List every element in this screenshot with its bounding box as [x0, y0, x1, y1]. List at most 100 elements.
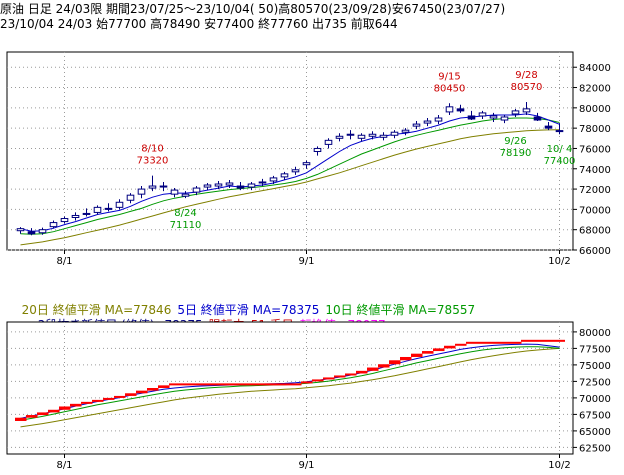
candle-body — [258, 181, 267, 184]
y-tick-label: 62500 — [579, 443, 611, 454]
candle-body — [247, 183, 256, 188]
candle-body — [456, 108, 465, 112]
break-brick — [136, 390, 148, 394]
y-tick-label: 67500 — [579, 410, 611, 421]
break-brick — [92, 399, 104, 402]
candle-body — [511, 110, 520, 115]
y-tick-label: 82000 — [579, 84, 611, 95]
candle-body — [115, 201, 124, 208]
candle-body — [401, 129, 410, 133]
ma20-line — [20, 129, 560, 246]
x-tick-label: 8/1 — [56, 460, 72, 471]
candle-body — [434, 117, 443, 122]
y-tick-label: 66000 — [579, 246, 611, 257]
candle-body — [170, 189, 179, 195]
candle-body — [500, 116, 509, 121]
y-tick-label: 78000 — [579, 124, 611, 135]
break-brick — [37, 412, 49, 416]
candle-body — [533, 116, 542, 121]
candle-body — [159, 185, 168, 188]
lower-legend: 20日 終値平滑 MA=77846 5日 終値平滑 MA=78375 10日 終値平… — [14, 289, 481, 317]
candle-body — [126, 194, 135, 201]
candle-body — [555, 130, 564, 133]
break-brick — [103, 397, 115, 400]
ma10-line — [20, 117, 560, 235]
candle-body — [357, 134, 366, 139]
candle-body — [390, 131, 399, 136]
candle-body — [82, 212, 91, 215]
y-tick-label: 84000 — [579, 63, 611, 74]
header-line-2: 23/10/04 24/03 始77700 高78490 安77400 終777… — [0, 17, 398, 31]
candle-body — [291, 169, 300, 173]
y-tick-label: 80000 — [579, 104, 611, 115]
candle-body — [236, 185, 245, 189]
y-tick-label: 74000 — [579, 165, 611, 176]
candle-body — [335, 135, 344, 139]
break-brick — [356, 370, 368, 374]
candle-body — [522, 108, 531, 113]
annotation-value: 80450 — [434, 83, 466, 94]
header-line-1: 原油 日足 24/03限 期間23/07/25～23/10/04( 50)高80… — [0, 2, 506, 16]
annotation-value: 73320 — [137, 156, 169, 167]
candle-body — [148, 185, 157, 189]
break-brick — [81, 401, 93, 404]
candle-body — [467, 115, 476, 120]
lower-legend-ma5: 5日 終値平滑 MA=78375 — [177, 303, 320, 317]
candle-body — [38, 229, 47, 234]
break-brick — [367, 367, 379, 371]
y-tick-label: 80000 — [579, 328, 611, 339]
candle-body — [346, 133, 355, 136]
x-tick-label: 10/2 — [548, 460, 570, 471]
lower-legend-ma20: 20日 終値平滑 MA=77846 — [21, 303, 172, 317]
plot-frame — [6, 321, 574, 455]
ma20-line — [20, 347, 560, 428]
y-tick-label: 72000 — [579, 185, 611, 196]
y-tick-label: 75000 — [579, 361, 611, 372]
break-brick — [433, 348, 445, 352]
candle-body — [379, 134, 388, 138]
candle-body — [324, 139, 333, 145]
upper-price-chart: 84000 82000 80000 78000 76000 74000 72000 70000… — [6, 51, 611, 267]
break-brick — [169, 383, 302, 386]
y-tick-label: 65000 — [579, 427, 611, 438]
y-tick-label: 72500 — [579, 377, 611, 388]
break-brick — [15, 417, 27, 421]
candle-body — [225, 182, 234, 186]
annotation-value: 71110 — [170, 220, 202, 231]
y-tick-label: 68000 — [579, 226, 611, 237]
break-brick — [411, 353, 423, 357]
candle-body — [313, 147, 322, 153]
candle-body — [302, 162, 311, 166]
annotation-date: 9/15 — [438, 71, 460, 82]
break-brick — [158, 385, 170, 388]
break-brick — [521, 339, 565, 342]
annotation-date: 10/ 4 — [547, 144, 573, 155]
candle-body — [280, 173, 289, 178]
break-brick — [455, 343, 467, 346]
break-brick — [334, 375, 346, 378]
candle-body — [192, 187, 201, 193]
annotation-date: 9/28 — [515, 70, 537, 81]
candle-body — [27, 231, 36, 235]
annotation-date: 8/10 — [141, 144, 163, 155]
candle-body — [214, 183, 223, 187]
candle-body — [16, 228, 25, 232]
break-brick — [389, 360, 401, 365]
break-brick — [323, 377, 335, 380]
break-brick — [400, 356, 412, 361]
x-tick-label: 10/2 — [548, 256, 570, 267]
annotation-value: 78190 — [500, 148, 532, 159]
break-brick — [312, 379, 324, 382]
break-brick — [59, 406, 71, 410]
candle-body — [203, 184, 212, 188]
candle-body — [49, 222, 58, 228]
break-brick — [147, 388, 159, 391]
candle-body — [269, 177, 278, 182]
annotation-date: 9/26 — [504, 136, 526, 147]
y-tick-label: 76000 — [579, 144, 611, 155]
break-brick — [466, 341, 522, 344]
annotation-date: 8/24 — [174, 208, 196, 219]
break-brick — [444, 345, 456, 349]
lower-break-chart: 80000 77500 75000 72500 70000 67500 65000 62500… — [6, 321, 611, 471]
break-brick — [48, 409, 60, 413]
